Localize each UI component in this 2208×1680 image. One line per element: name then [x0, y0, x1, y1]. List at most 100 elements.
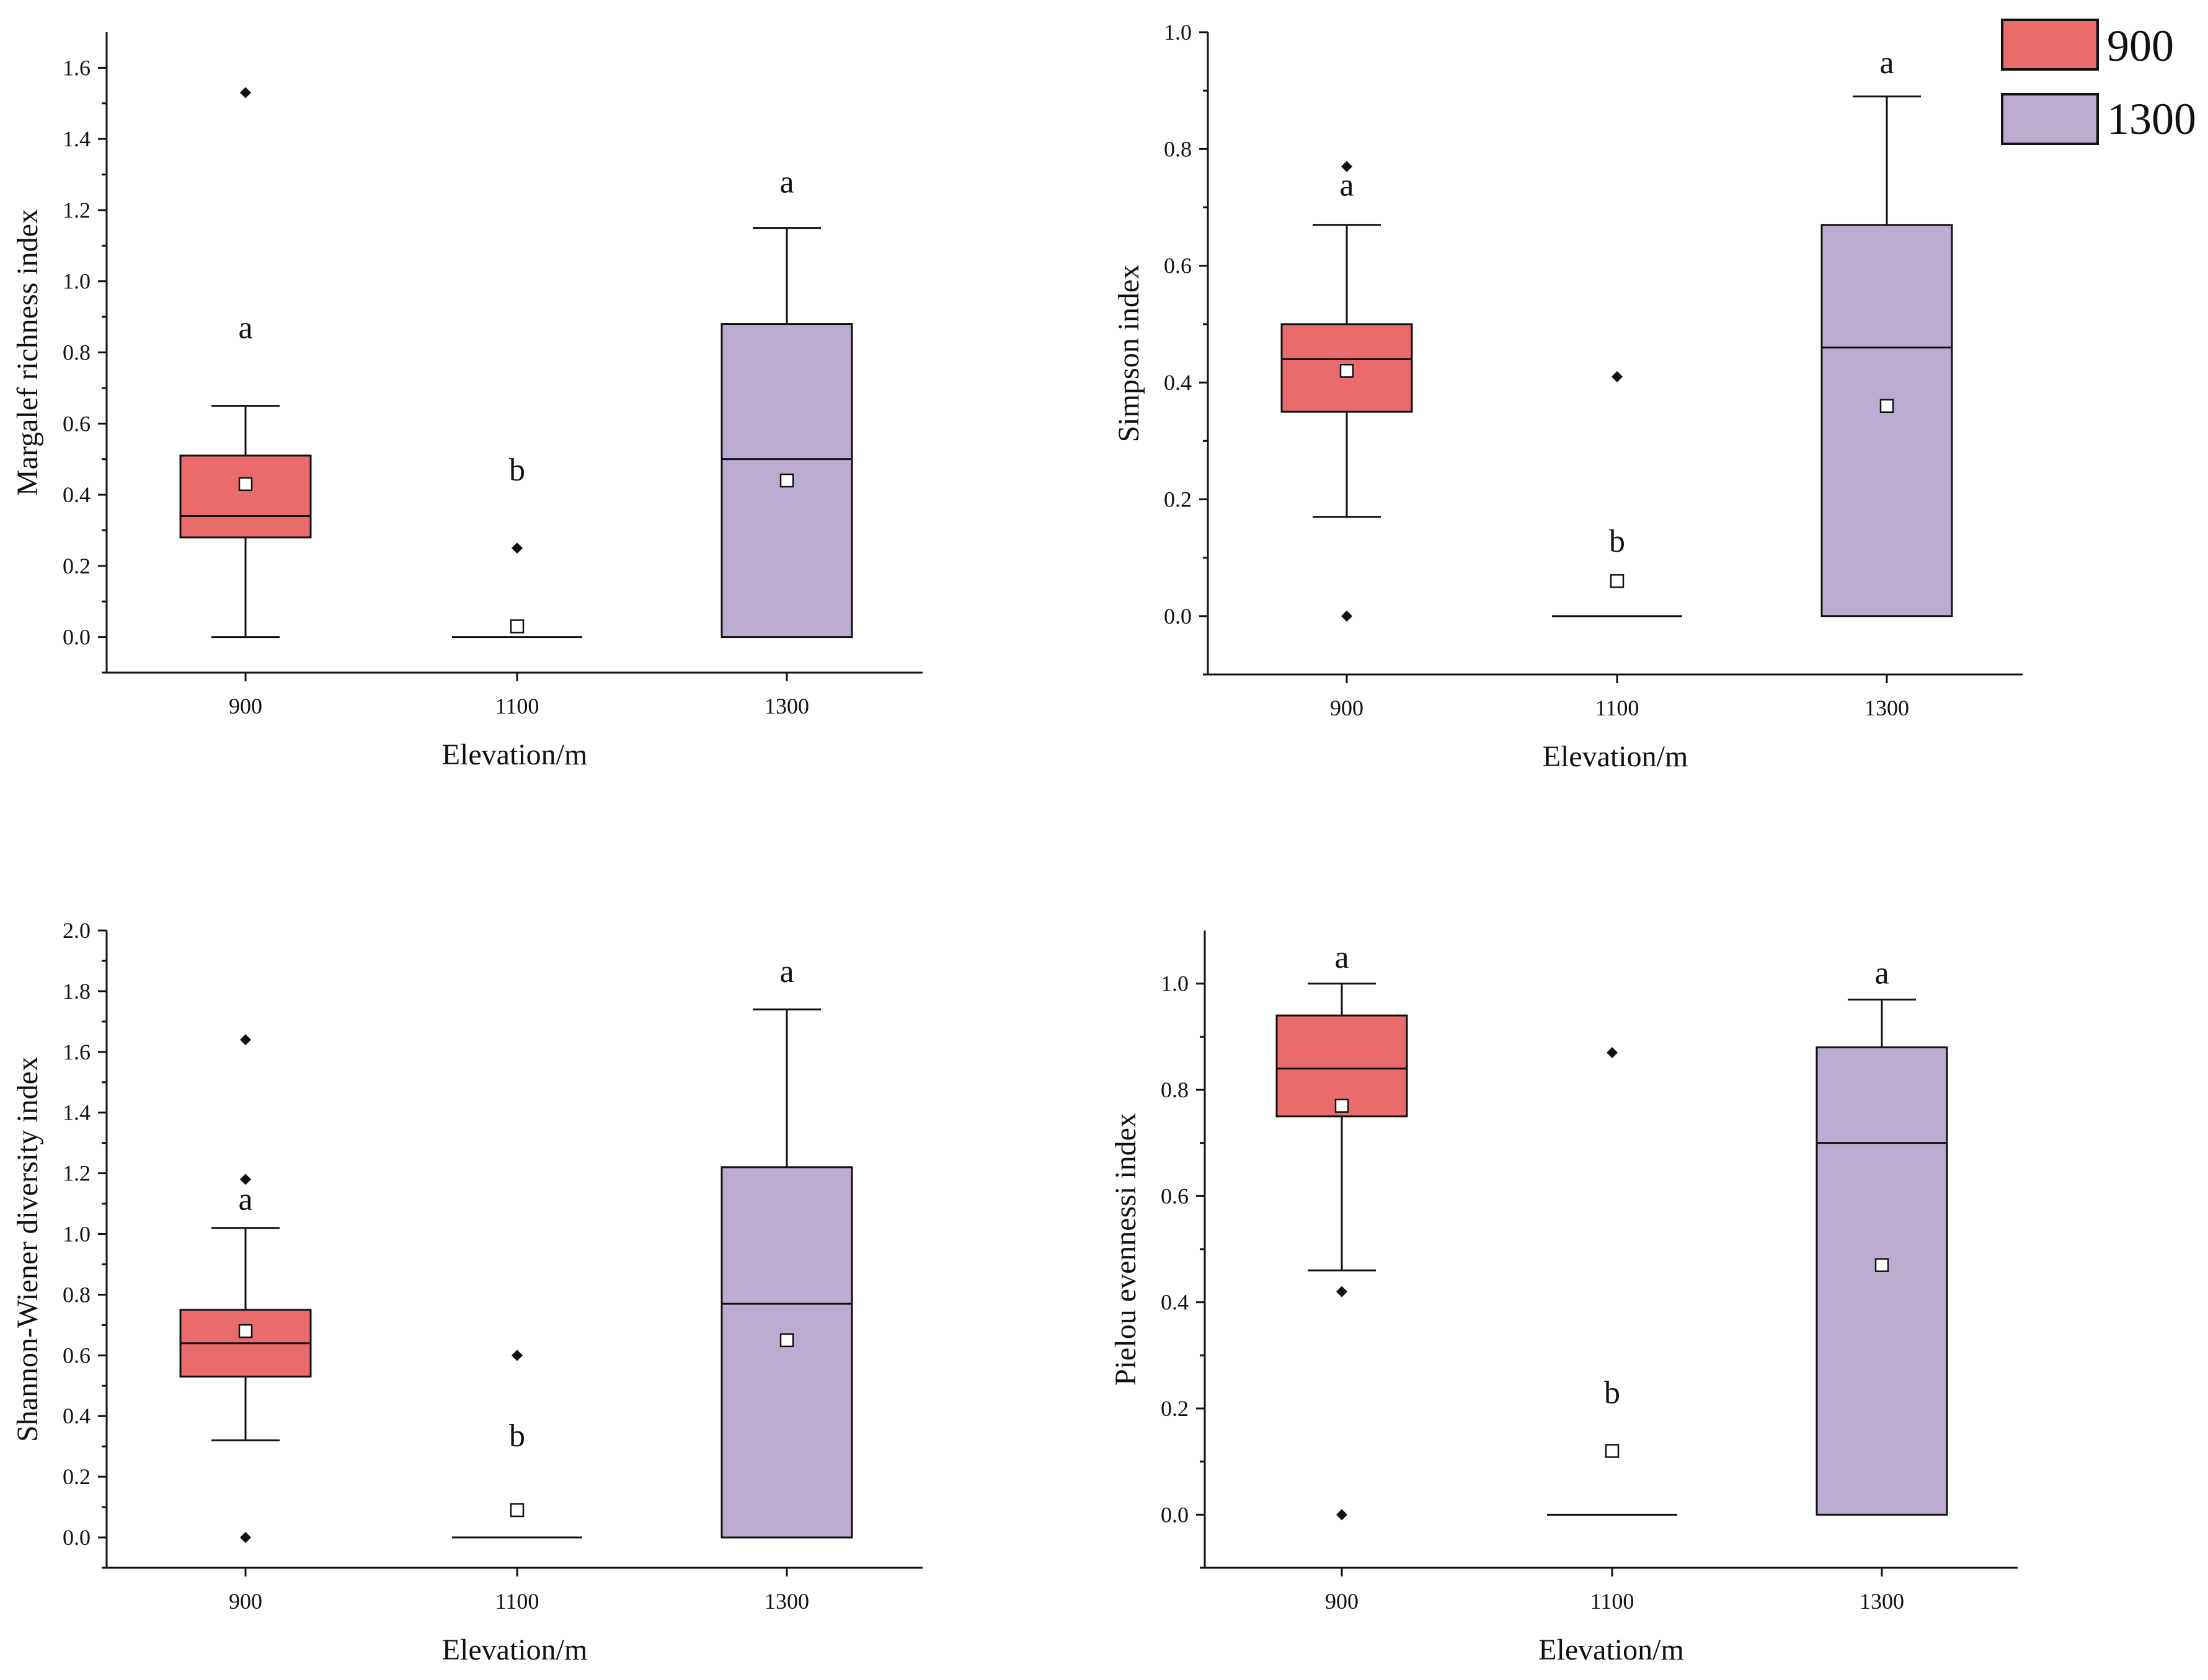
outlier-point: [240, 1532, 251, 1544]
mean-marker: [1339, 364, 1354, 378]
outlier-point: [240, 1174, 251, 1185]
legend-label-1300: 1300: [2107, 94, 2196, 144]
outlier-point: [240, 87, 251, 99]
y-tick-label: 0.6: [1164, 254, 1192, 278]
box-iqr: [179, 454, 312, 539]
x-axis-label: Elevation/m: [1538, 1634, 1684, 1666]
legend-swatch-900: [2001, 19, 2099, 71]
outlier-point: [240, 1034, 251, 1046]
y-tick-label: 1.4: [63, 126, 91, 151]
significance-letter: a: [1874, 956, 1889, 991]
mean-marker: [1874, 1258, 1889, 1272]
y-tick-label: 1.0: [1164, 20, 1192, 45]
significance-letter: a: [779, 164, 794, 200]
y-tick-label: 0.6: [63, 1343, 91, 1368]
y-tick-label: 0.8: [63, 340, 91, 365]
y-tick-label: 0.4: [1161, 1290, 1189, 1315]
y-tick-label: 0.8: [63, 1282, 91, 1307]
x-tick-label: 900: [1325, 1589, 1359, 1614]
y-tick-label: 1.4: [63, 1100, 91, 1125]
significance-letter: b: [1604, 1375, 1620, 1410]
mean-marker: [779, 1333, 794, 1348]
mean-marker: [510, 1503, 525, 1518]
outlier-point: [512, 1350, 523, 1361]
y-tick-label: 0.8: [1164, 136, 1192, 161]
box-iqr: [1816, 1046, 1948, 1516]
legend-swatch-1300: [2001, 93, 2099, 145]
mean-marker: [1334, 1099, 1349, 1113]
outlier-point: [1612, 371, 1623, 382]
y-axis-label: Shannon-Wiener diversity index: [11, 1056, 44, 1442]
x-tick-label: 1100: [1590, 1589, 1634, 1614]
y-tick-label: 1.0: [63, 269, 91, 294]
x-tick-label: 1300: [765, 694, 809, 718]
outlier-point: [512, 542, 523, 554]
legend-label-900: 900: [2107, 21, 2174, 71]
y-tick-label: 0.6: [1161, 1183, 1189, 1208]
mean-marker: [1605, 1444, 1620, 1458]
significance-letter: a: [1879, 45, 1894, 81]
y-axis-label: Simpson index: [1112, 265, 1145, 443]
significance-letter: b: [509, 453, 525, 488]
y-tick-label: 1.2: [63, 198, 91, 223]
y-tick-label: 0.4: [1164, 370, 1192, 395]
y-tick-label: 0.2: [63, 1464, 91, 1489]
x-axis-label: Elevation/m: [1543, 740, 1688, 773]
significance-letter: a: [1334, 940, 1349, 975]
y-axis-label: Pielou evennessi index: [1109, 1113, 1142, 1386]
significance-letter: b: [1609, 524, 1625, 559]
y-tick-label: 1.6: [63, 55, 91, 80]
y-axis-label: Margalef richness index: [11, 209, 44, 496]
x-tick-label: 1100: [495, 694, 539, 718]
mean-marker: [238, 477, 253, 492]
outlier-point: [1341, 161, 1352, 172]
mean-marker: [779, 473, 794, 488]
x-tick-label: 900: [229, 694, 262, 718]
shannon-wiener-panel: 0.0 0.2 0.4 0.6 0.8 1.0 1.2 1.4 1.6 1.8 2.0 900 1100…: [11, 918, 923, 1666]
y-tick-label: 0.2: [63, 554, 91, 578]
mean-marker: [1610, 574, 1625, 588]
y-tick-label: 0.0: [63, 625, 91, 650]
significance-letter: a: [238, 1182, 252, 1217]
x-tick-label: 900: [229, 1589, 262, 1614]
legend: 900 1300: [2001, 19, 2196, 145]
y-tick-label: 1.0: [63, 1222, 91, 1247]
y-tick-label: 1.8: [63, 979, 91, 1004]
box-iqr: [1820, 224, 1953, 617]
x-tick-label: 1300: [1864, 696, 1909, 720]
x-tick-label: 1100: [1595, 696, 1639, 720]
y-tick-label: 0.4: [63, 482, 91, 507]
outlier-point: [1336, 1286, 1347, 1298]
mean-marker: [238, 1324, 253, 1338]
x-axis-label: Elevation/m: [442, 1634, 588, 1666]
y-tick-label: 0.2: [1161, 1396, 1189, 1421]
outlier-point: [1607, 1047, 1618, 1059]
simpson-panel: 0.0 0.2 0.4 0.6 0.8 1.0 900 1100 1300 Elevation/m…: [1112, 20, 2023, 773]
mean-marker: [510, 619, 525, 634]
y-tick-label: 0.6: [63, 411, 91, 436]
y-tick-label: 0.0: [1164, 604, 1192, 629]
box-iqr: [720, 1166, 853, 1539]
margalef-richness-panel: 0.0 0.2 0.4 0.6 0.8 1.0 1.2 1.4 1.6 900 1100 1300 El…: [11, 32, 923, 771]
y-tick-label: 2.0: [63, 918, 91, 943]
y-tick-label: 1.6: [63, 1040, 91, 1064]
x-tick-label: 1300: [765, 1589, 809, 1614]
x-tick-label: 1300: [1860, 1589, 1904, 1614]
y-tick-label: 0.8: [1161, 1077, 1189, 1102]
x-tick-label: 900: [1330, 696, 1363, 720]
x-tick-label: 1100: [495, 1589, 539, 1614]
significance-letter: a: [779, 954, 794, 989]
significance-letter: a: [238, 311, 252, 346]
y-tick-label: 0.2: [1164, 487, 1192, 511]
y-tick-label: 1.2: [63, 1161, 91, 1186]
outlier-point: [1336, 1509, 1347, 1521]
y-tick-label: 0.0: [1161, 1502, 1189, 1527]
outlier-point: [1341, 610, 1352, 622]
pielou-evenness-panel: 0.0 0.2 0.4 0.6 0.8 1.0 900 1100 1300 Elevation/m…: [1109, 931, 2018, 1666]
x-axis-label: Elevation/m: [442, 738, 588, 771]
significance-letter: a: [1339, 168, 1354, 203]
y-tick-label: 0.4: [63, 1404, 91, 1428]
significance-letter: b: [509, 1418, 525, 1454]
mean-marker: [1879, 399, 1894, 413]
